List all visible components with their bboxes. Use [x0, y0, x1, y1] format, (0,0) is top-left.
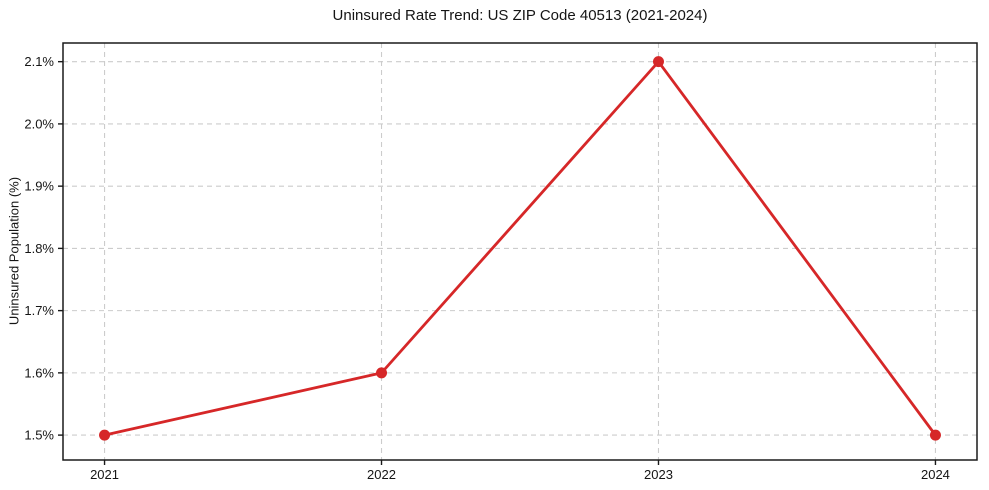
chart-title: Uninsured Rate Trend: US ZIP Code 40513 … [332, 7, 708, 24]
y-axis-label: Uninsured Population (%) [6, 176, 22, 326]
data-point [99, 429, 111, 441]
y-tick-label: 1.7% [24, 303, 54, 318]
y-tick-label: 1.8% [24, 241, 54, 256]
data-point [929, 429, 941, 441]
y-tick-label: 2.0% [24, 116, 54, 131]
y-tick-label: 1.9% [24, 179, 54, 194]
y-tick-label: 1.6% [24, 365, 54, 380]
data-point [376, 367, 388, 379]
x-tick-label: 2024 [921, 467, 950, 482]
x-tick-label: 2022 [367, 467, 396, 482]
trend-line [103, 60, 937, 437]
y-tick-label: 2.1% [24, 54, 54, 69]
plot-border [62, 42, 978, 461]
y-tick-label: 1.5% [24, 428, 54, 443]
x-tick-label: 2021 [90, 467, 119, 482]
x-tick-label: 2023 [644, 467, 673, 482]
data-point [652, 56, 664, 68]
